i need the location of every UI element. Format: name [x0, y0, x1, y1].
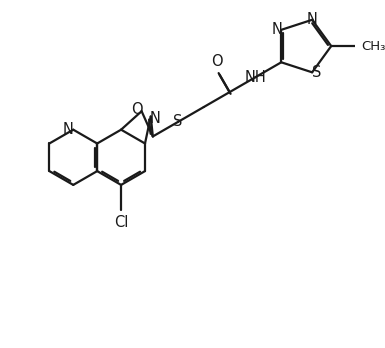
Text: S: S — [173, 114, 182, 129]
Text: N: N — [150, 111, 161, 126]
Text: O: O — [211, 54, 223, 69]
Text: Cl: Cl — [114, 215, 128, 230]
Text: N: N — [62, 122, 74, 137]
Text: NH: NH — [245, 70, 267, 85]
Text: O: O — [132, 102, 143, 117]
Text: N: N — [271, 22, 282, 37]
Text: S: S — [312, 65, 321, 80]
Text: N: N — [307, 12, 318, 27]
Text: CH₃: CH₃ — [361, 40, 385, 53]
